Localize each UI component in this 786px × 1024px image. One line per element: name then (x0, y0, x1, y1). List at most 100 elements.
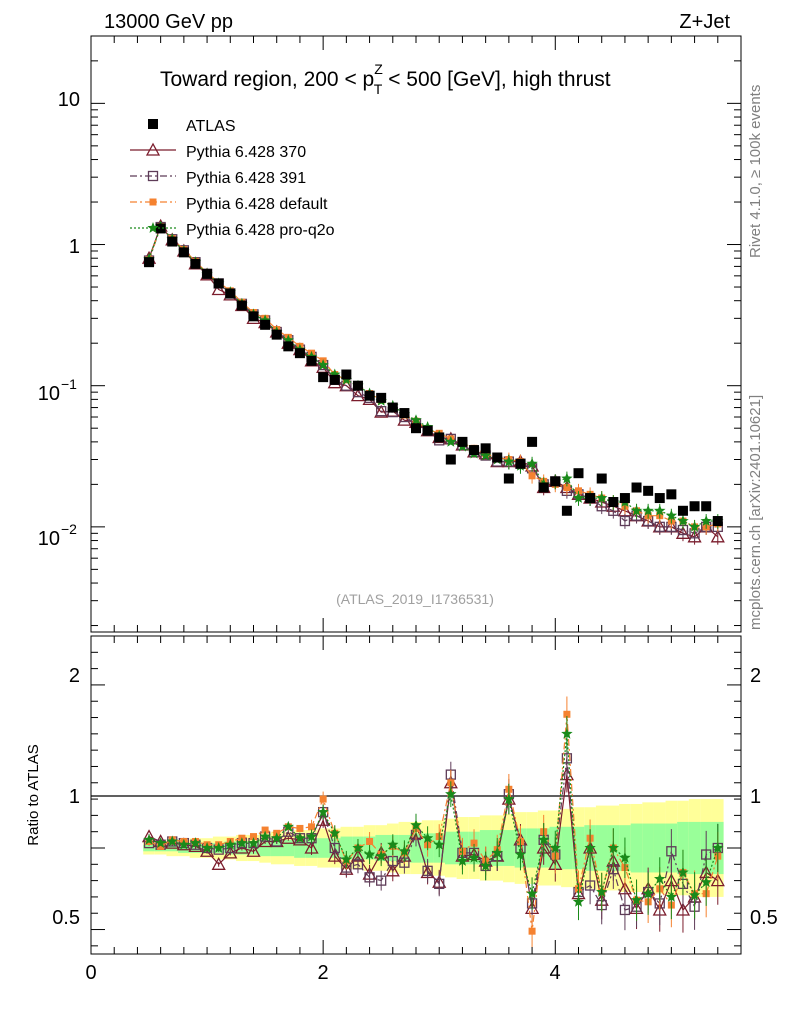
ratio-point (261, 826, 269, 834)
ratio-point (224, 838, 236, 850)
ratio-point (434, 878, 445, 890)
inner-band-bin (642, 823, 654, 873)
main-series-0 (141, 218, 725, 545)
legend-label-391: Pythia 6.428 391 (186, 170, 306, 187)
ratio-point (352, 859, 364, 870)
main-point (643, 485, 654, 496)
main-point (654, 493, 665, 504)
xtick-2: 2 (317, 962, 328, 984)
main-point (675, 525, 691, 539)
ratio-point (296, 824, 304, 832)
main-panel: 10 1 10 −1 10 −2 Toward region, 200 < pZ… (38, 35, 742, 633)
ratio-point (666, 846, 677, 857)
main-point (283, 341, 294, 352)
legend-label-atlas: ATLAS (186, 118, 236, 135)
main-point (677, 505, 688, 516)
inner-band-bin (317, 838, 329, 858)
ratio-point (491, 846, 503, 858)
main-point (422, 425, 433, 436)
ratio-y-ticks (91, 651, 741, 947)
main-y-ticks (91, 35, 741, 627)
inner-band-bin (503, 830, 515, 866)
ratio-series-layer (141, 696, 725, 948)
legend-marker-2 (147, 170, 159, 182)
ratio-point (584, 842, 596, 853)
ratio-point (549, 842, 561, 853)
ratio-point (304, 840, 319, 854)
main-point (225, 288, 236, 299)
ratio-ytick-0.5: 0.5 (52, 907, 80, 929)
main-point (527, 436, 538, 447)
main-point (687, 529, 702, 543)
main-point (306, 355, 317, 366)
ratio-point (538, 833, 550, 845)
main-series-1 (143, 221, 723, 542)
main-point (399, 408, 410, 419)
ratio-point (433, 838, 445, 850)
ratio-point (213, 842, 225, 853)
inner-band-bin (653, 823, 666, 873)
ratio-point (178, 838, 190, 850)
main-point (282, 334, 294, 346)
legend-label-default: Pythia 6.428 default (186, 196, 328, 213)
ratio-point (329, 842, 340, 854)
inner-band-bin (340, 836, 353, 860)
main-point (666, 489, 677, 500)
main-point (350, 388, 366, 402)
main-point (573, 468, 584, 479)
ratio-point (470, 839, 478, 847)
ratio-frame (90, 635, 742, 955)
inner-band-bin (688, 821, 701, 875)
inner-band-bin (677, 821, 689, 875)
main-point (492, 452, 503, 463)
ratio-point (316, 812, 331, 826)
legend-marker-3 (149, 198, 157, 206)
ratio-point (456, 855, 469, 866)
main-point (665, 509, 678, 521)
ratio-point (385, 863, 400, 877)
ratio-point (572, 895, 585, 907)
ratio-ytick-2: 2 (69, 665, 80, 687)
ratio-point (294, 832, 306, 844)
main-point (688, 520, 701, 532)
main-series-layer (141, 218, 725, 545)
inner-band-bin (572, 826, 585, 870)
ratio-point (329, 827, 341, 839)
main-point (572, 492, 585, 503)
main-point (178, 247, 189, 258)
inner-band-bin (445, 831, 457, 865)
ratio-x-ticks (90, 636, 719, 954)
ratio-point (526, 887, 538, 899)
header-right: Z+Jet (679, 11, 730, 33)
ratio-point (642, 887, 654, 899)
legend-label-pro-q2o: Pythia 6.428 pro-q2o (186, 222, 335, 239)
ratio-point (654, 873, 666, 884)
main-point (376, 406, 387, 417)
ratio-panel: 2 1 0.5 2 1 0.5 0 2 4 Ratio to ATLAS (25, 635, 778, 984)
ratio-point (271, 832, 283, 844)
main-point (294, 348, 305, 359)
ratio-point (503, 793, 515, 804)
main-point (260, 319, 271, 330)
ratio-point (292, 832, 308, 846)
main-point (503, 455, 515, 467)
main-point (387, 402, 398, 413)
ratio-point (561, 727, 573, 739)
main-point (710, 529, 725, 543)
main-point (469, 445, 480, 456)
main-point (144, 257, 155, 268)
ratio-point (199, 843, 215, 857)
main-point (689, 501, 700, 512)
main-point (445, 454, 456, 465)
main-point (457, 436, 468, 447)
main-point (538, 482, 549, 493)
main-point (445, 435, 457, 447)
main-title: Toward region, 200 < pZ T < 500 [GeV], hi… (160, 61, 611, 97)
main-point (318, 372, 329, 383)
ratio-ytick-0.5-right: 0.5 (750, 907, 778, 929)
ratio-ytick-1: 1 (69, 786, 80, 808)
main-point (550, 476, 561, 487)
ratio-point (387, 838, 399, 850)
main-point (642, 504, 654, 516)
ratio-point (246, 843, 261, 857)
